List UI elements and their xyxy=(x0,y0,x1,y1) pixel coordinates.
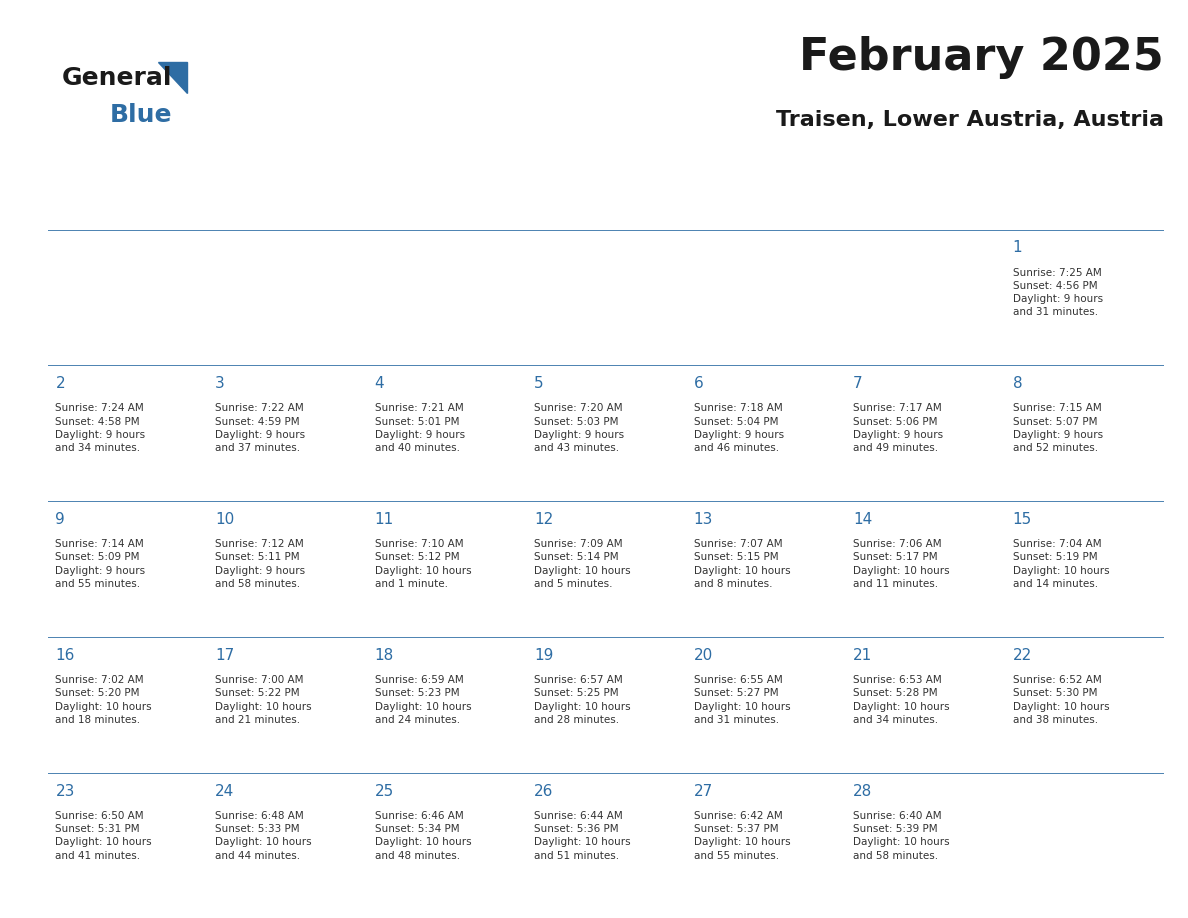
Text: Sunrise: 7:00 AM
Sunset: 5:22 PM
Daylight: 10 hours
and 21 minutes.: Sunrise: 7:00 AM Sunset: 5:22 PM Dayligh… xyxy=(215,675,311,724)
Text: Sunrise: 6:48 AM
Sunset: 5:33 PM
Daylight: 10 hours
and 44 minutes.: Sunrise: 6:48 AM Sunset: 5:33 PM Dayligh… xyxy=(215,811,311,860)
Text: February 2025: February 2025 xyxy=(800,36,1164,79)
Text: Friday: Friday xyxy=(853,193,905,211)
Text: 19: 19 xyxy=(535,648,554,663)
Text: 23: 23 xyxy=(56,784,75,799)
Text: 6: 6 xyxy=(694,376,703,391)
Text: Sunrise: 7:07 AM
Sunset: 5:15 PM
Daylight: 10 hours
and 8 minutes.: Sunrise: 7:07 AM Sunset: 5:15 PM Dayligh… xyxy=(694,539,790,588)
Text: Sunrise: 7:17 AM
Sunset: 5:06 PM
Daylight: 9 hours
and 49 minutes.: Sunrise: 7:17 AM Sunset: 5:06 PM Dayligh… xyxy=(853,403,943,453)
Text: Sunrise: 7:20 AM
Sunset: 5:03 PM
Daylight: 9 hours
and 43 minutes.: Sunrise: 7:20 AM Sunset: 5:03 PM Dayligh… xyxy=(535,403,624,453)
Text: Sunrise: 6:40 AM
Sunset: 5:39 PM
Daylight: 10 hours
and 58 minutes.: Sunrise: 6:40 AM Sunset: 5:39 PM Dayligh… xyxy=(853,811,949,860)
Text: Sunrise: 7:06 AM
Sunset: 5:17 PM
Daylight: 10 hours
and 11 minutes.: Sunrise: 7:06 AM Sunset: 5:17 PM Dayligh… xyxy=(853,539,949,588)
Text: 8: 8 xyxy=(1012,376,1023,391)
Text: Sunrise: 7:24 AM
Sunset: 4:58 PM
Daylight: 9 hours
and 34 minutes.: Sunrise: 7:24 AM Sunset: 4:58 PM Dayligh… xyxy=(56,403,146,453)
Text: Sunrise: 6:52 AM
Sunset: 5:30 PM
Daylight: 10 hours
and 38 minutes.: Sunrise: 6:52 AM Sunset: 5:30 PM Dayligh… xyxy=(1012,675,1110,724)
Text: Thursday: Thursday xyxy=(694,193,771,211)
Text: Wednesday: Wednesday xyxy=(535,193,631,211)
Text: 11: 11 xyxy=(374,512,393,527)
Text: Sunrise: 7:10 AM
Sunset: 5:12 PM
Daylight: 10 hours
and 1 minute.: Sunrise: 7:10 AM Sunset: 5:12 PM Dayligh… xyxy=(374,539,472,588)
Text: Sunrise: 6:57 AM
Sunset: 5:25 PM
Daylight: 10 hours
and 28 minutes.: Sunrise: 6:57 AM Sunset: 5:25 PM Dayligh… xyxy=(535,675,631,724)
Text: 7: 7 xyxy=(853,376,862,391)
Text: Sunrise: 7:25 AM
Sunset: 4:56 PM
Daylight: 9 hours
and 31 minutes.: Sunrise: 7:25 AM Sunset: 4:56 PM Dayligh… xyxy=(1012,267,1102,317)
Text: Sunrise: 7:21 AM
Sunset: 5:01 PM
Daylight: 9 hours
and 40 minutes.: Sunrise: 7:21 AM Sunset: 5:01 PM Dayligh… xyxy=(374,403,465,453)
Text: Traisen, Lower Austria, Austria: Traisen, Lower Austria, Austria xyxy=(776,110,1164,129)
Text: Sunrise: 6:55 AM
Sunset: 5:27 PM
Daylight: 10 hours
and 31 minutes.: Sunrise: 6:55 AM Sunset: 5:27 PM Dayligh… xyxy=(694,675,790,724)
Text: Saturday: Saturday xyxy=(1012,193,1088,211)
Text: 3: 3 xyxy=(215,376,225,391)
Text: 20: 20 xyxy=(694,648,713,663)
Text: Sunrise: 7:14 AM
Sunset: 5:09 PM
Daylight: 9 hours
and 55 minutes.: Sunrise: 7:14 AM Sunset: 5:09 PM Dayligh… xyxy=(56,539,146,588)
Text: 4: 4 xyxy=(374,376,384,391)
Text: Sunrise: 6:42 AM
Sunset: 5:37 PM
Daylight: 10 hours
and 55 minutes.: Sunrise: 6:42 AM Sunset: 5:37 PM Dayligh… xyxy=(694,811,790,860)
Text: Monday: Monday xyxy=(215,193,280,211)
Text: 22: 22 xyxy=(1012,648,1032,663)
Text: Sunrise: 7:18 AM
Sunset: 5:04 PM
Daylight: 9 hours
and 46 minutes.: Sunrise: 7:18 AM Sunset: 5:04 PM Dayligh… xyxy=(694,403,784,453)
Text: Sunrise: 7:09 AM
Sunset: 5:14 PM
Daylight: 10 hours
and 5 minutes.: Sunrise: 7:09 AM Sunset: 5:14 PM Dayligh… xyxy=(535,539,631,588)
Text: 12: 12 xyxy=(535,512,554,527)
Text: 10: 10 xyxy=(215,512,234,527)
Polygon shape xyxy=(158,62,187,94)
Text: 16: 16 xyxy=(56,648,75,663)
Text: General: General xyxy=(62,66,172,90)
Text: Tuesday: Tuesday xyxy=(374,193,443,211)
Text: 28: 28 xyxy=(853,784,872,799)
Text: Sunrise: 7:12 AM
Sunset: 5:11 PM
Daylight: 9 hours
and 58 minutes.: Sunrise: 7:12 AM Sunset: 5:11 PM Dayligh… xyxy=(215,539,305,588)
Text: Sunrise: 6:46 AM
Sunset: 5:34 PM
Daylight: 10 hours
and 48 minutes.: Sunrise: 6:46 AM Sunset: 5:34 PM Dayligh… xyxy=(374,811,472,860)
Text: Sunrise: 7:04 AM
Sunset: 5:19 PM
Daylight: 10 hours
and 14 minutes.: Sunrise: 7:04 AM Sunset: 5:19 PM Dayligh… xyxy=(1012,539,1110,588)
Text: 25: 25 xyxy=(374,784,393,799)
Text: 1: 1 xyxy=(1012,241,1023,255)
Text: 13: 13 xyxy=(694,512,713,527)
Text: Sunrise: 6:44 AM
Sunset: 5:36 PM
Daylight: 10 hours
and 51 minutes.: Sunrise: 6:44 AM Sunset: 5:36 PM Dayligh… xyxy=(535,811,631,860)
Text: 9: 9 xyxy=(56,512,65,527)
Text: Sunrise: 6:50 AM
Sunset: 5:31 PM
Daylight: 10 hours
and 41 minutes.: Sunrise: 6:50 AM Sunset: 5:31 PM Dayligh… xyxy=(56,811,152,860)
Text: 2: 2 xyxy=(56,376,65,391)
Text: Blue: Blue xyxy=(109,103,172,127)
Text: 15: 15 xyxy=(1012,512,1032,527)
Text: Sunrise: 7:02 AM
Sunset: 5:20 PM
Daylight: 10 hours
and 18 minutes.: Sunrise: 7:02 AM Sunset: 5:20 PM Dayligh… xyxy=(56,675,152,724)
Text: 14: 14 xyxy=(853,512,872,527)
Text: 18: 18 xyxy=(374,648,393,663)
Text: 26: 26 xyxy=(535,784,554,799)
Text: Sunrise: 6:59 AM
Sunset: 5:23 PM
Daylight: 10 hours
and 24 minutes.: Sunrise: 6:59 AM Sunset: 5:23 PM Dayligh… xyxy=(374,675,472,724)
Text: Sunrise: 7:22 AM
Sunset: 4:59 PM
Daylight: 9 hours
and 37 minutes.: Sunrise: 7:22 AM Sunset: 4:59 PM Dayligh… xyxy=(215,403,305,453)
Text: 24: 24 xyxy=(215,784,234,799)
Text: 27: 27 xyxy=(694,784,713,799)
Text: Sunday: Sunday xyxy=(56,193,118,211)
Text: Sunrise: 6:53 AM
Sunset: 5:28 PM
Daylight: 10 hours
and 34 minutes.: Sunrise: 6:53 AM Sunset: 5:28 PM Dayligh… xyxy=(853,675,949,724)
Text: Sunrise: 7:15 AM
Sunset: 5:07 PM
Daylight: 9 hours
and 52 minutes.: Sunrise: 7:15 AM Sunset: 5:07 PM Dayligh… xyxy=(1012,403,1102,453)
Text: 5: 5 xyxy=(535,376,544,391)
Text: 21: 21 xyxy=(853,648,872,663)
Text: 17: 17 xyxy=(215,648,234,663)
